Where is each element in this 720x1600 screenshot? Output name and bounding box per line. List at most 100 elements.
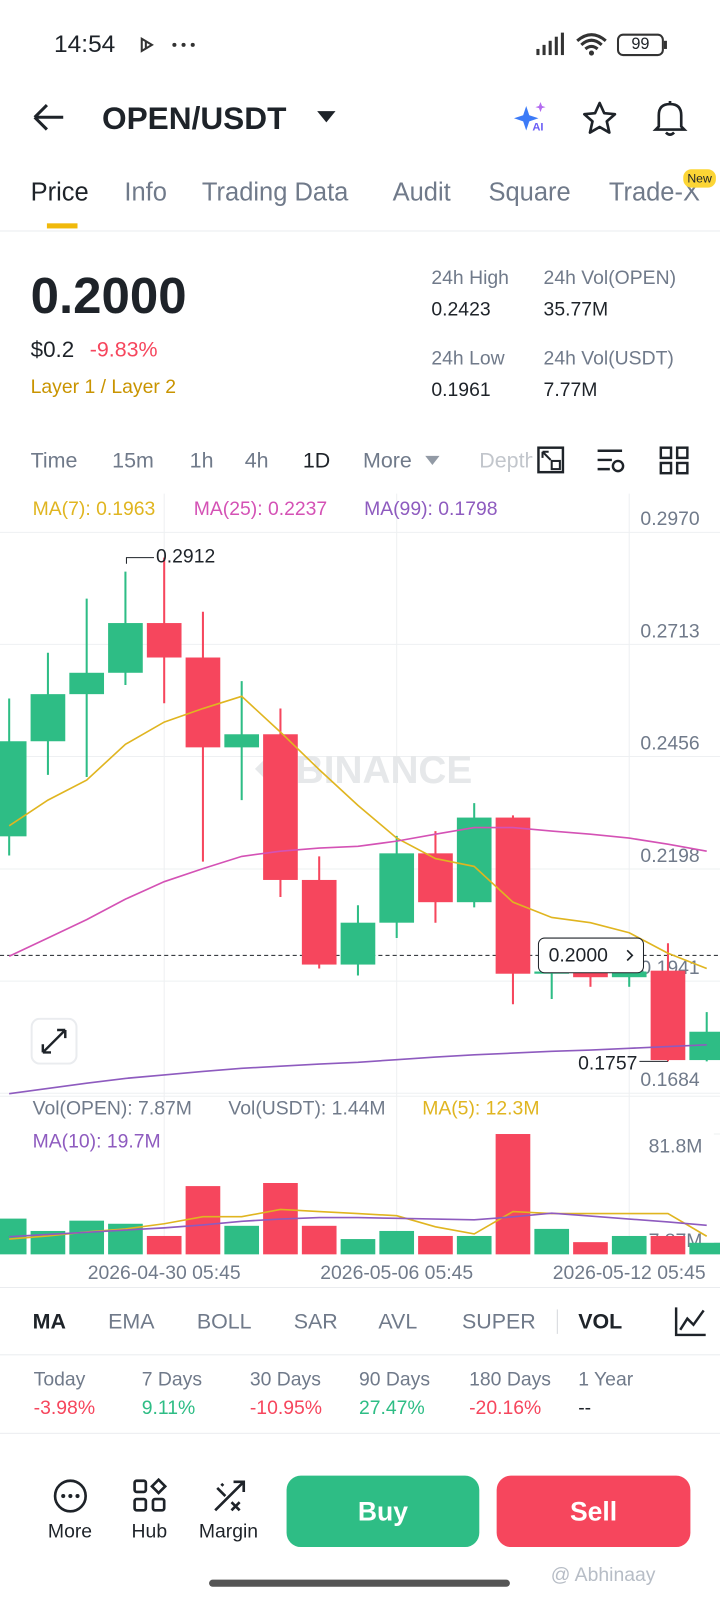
last-price-label: 0.2000: [549, 945, 608, 967]
candle-body: [263, 734, 298, 880]
pair-dropdown[interactable]: [316, 110, 336, 124]
period-change: 9.11%: [141, 1397, 196, 1420]
alert-button[interactable]: [651, 98, 690, 139]
stat-label: 24h Low: [431, 348, 505, 370]
candle-body: [573, 971, 608, 978]
candle-body: [301, 879, 337, 965]
interval[interactable]: 1D: [302, 449, 331, 473]
period-change: --: [578, 1397, 592, 1420]
period-label: 7 Days: [141, 1369, 203, 1391]
legend-entry: MA(7): 0.1963: [33, 498, 156, 520]
more-icon[interactable]: [51, 1478, 90, 1515]
volume-bar: [456, 1235, 492, 1255]
ma-line: [9, 1212, 707, 1238]
volume-bar: [495, 1134, 531, 1255]
volume-bar: [418, 1235, 453, 1255]
volume-bar: [340, 1239, 376, 1255]
candle-body: [108, 623, 143, 673]
divider: [0, 1432, 720, 1434]
volume-bar: [611, 1235, 647, 1255]
tab[interactable]: Info: [124, 177, 167, 207]
tab[interactable]: Audit: [392, 177, 451, 207]
volume-bar: [146, 1235, 182, 1255]
x-tick-label: 2026-05-06 05:45: [320, 1262, 473, 1284]
sell-button[interactable]: Sell: [496, 1475, 691, 1548]
volume-bar: [689, 1242, 720, 1255]
stat-value: 7.77M: [543, 379, 598, 402]
ma-line: [9, 1208, 708, 1240]
high-pointer: [125, 557, 154, 564]
indicator-tab[interactable]: AVL: [378, 1309, 418, 1334]
status-time: 14:54: [54, 30, 116, 59]
divider: [0, 230, 720, 232]
indicator-tab[interactable]: BOLL: [196, 1309, 252, 1334]
volume-bar: [573, 1242, 608, 1255]
usd-price: $0.2: [30, 336, 75, 363]
indicator-tab[interactable]: VOL: [578, 1309, 623, 1334]
more-dropdown[interactable]: [424, 455, 440, 467]
margin-icon[interactable]: [211, 1478, 248, 1515]
legend-entry: MA(99): 0.1798: [364, 498, 497, 520]
y-tick-label: 81.8M: [649, 1135, 703, 1157]
sector-tag[interactable]: Layer 1 / Layer 2: [30, 376, 177, 399]
interval[interactable]: 15m: [112, 449, 154, 473]
candle-body: [0, 741, 27, 837]
candle-body: [224, 734, 260, 748]
y-tick-label: 0.2456: [640, 732, 699, 754]
tab[interactable]: Trading Data: [201, 177, 349, 207]
tab[interactable]: Square: [488, 177, 571, 207]
stat-label: 24h High: [431, 267, 509, 290]
new-badge: New: [683, 169, 716, 188]
chevron: [626, 949, 634, 962]
indicator-tab[interactable]: SUPER: [461, 1309, 536, 1334]
x-tick-label: 2026-04-30 05:45: [88, 1262, 241, 1284]
interval[interactable]: 1h: [189, 449, 214, 473]
ma-line: [8, 826, 707, 958]
period-change: -20.16%: [469, 1397, 542, 1420]
period-label: Today: [33, 1369, 86, 1391]
stat-label: 24h Vol(USDT): [543, 348, 674, 370]
low-label: 0.1757: [578, 1053, 637, 1075]
pair-title[interactable]: OPEN/USDT: [101, 100, 287, 137]
fullscreen-button[interactable]: [30, 1017, 78, 1065]
volume-bar: [224, 1225, 260, 1255]
nav-label[interactable]: Margin: [198, 1521, 259, 1543]
interval[interactable]: Depth: [479, 449, 533, 473]
period-change: -10.95%: [249, 1397, 323, 1420]
stat-value: 0.2423: [431, 299, 491, 321]
back-button[interactable]: [31, 102, 68, 133]
favorite-button[interactable]: [581, 100, 618, 137]
interval[interactable]: More: [363, 449, 412, 473]
tab[interactable]: Price: [30, 177, 89, 207]
volume-bar: [650, 1235, 686, 1255]
chart-tools[interactable]: [536, 445, 699, 478]
interval[interactable]: 4h: [244, 449, 269, 473]
candle-body: [650, 970, 686, 1061]
legend-entry: MA(10): 19.7M: [33, 1130, 161, 1152]
volume-bar: [69, 1220, 105, 1255]
stat-value: 0.1961: [431, 379, 491, 402]
watermark: BINANCE: [296, 749, 473, 792]
indicator-tab[interactable]: SAR: [293, 1309, 338, 1334]
ma-line: [9, 1044, 707, 1095]
nav-label[interactable]: More: [47, 1521, 93, 1543]
period-label: 90 Days: [358, 1369, 431, 1391]
interval[interactable]: Time: [30, 449, 78, 473]
period-change: -3.98%: [33, 1397, 96, 1420]
nav-label[interactable]: Hub: [131, 1521, 168, 1543]
candle-body: [185, 657, 221, 748]
candle-body: [495, 817, 531, 974]
buy-button[interactable]: Buy: [286, 1475, 480, 1548]
ai-button[interactable]: AI: [510, 100, 553, 137]
indicator-tab[interactable]: EMA: [108, 1309, 155, 1334]
hub-icon[interactable]: [132, 1477, 169, 1515]
period-label: 180 Days: [469, 1369, 551, 1391]
indicator-tab[interactable]: MA: [32, 1309, 66, 1334]
indicator-settings[interactable]: [673, 1305, 708, 1338]
volume-bar: [379, 1230, 415, 1255]
stat-label: 24h Vol(OPEN): [543, 267, 677, 290]
price-change: -9.83%: [89, 338, 158, 362]
ma-line: [8, 695, 708, 970]
